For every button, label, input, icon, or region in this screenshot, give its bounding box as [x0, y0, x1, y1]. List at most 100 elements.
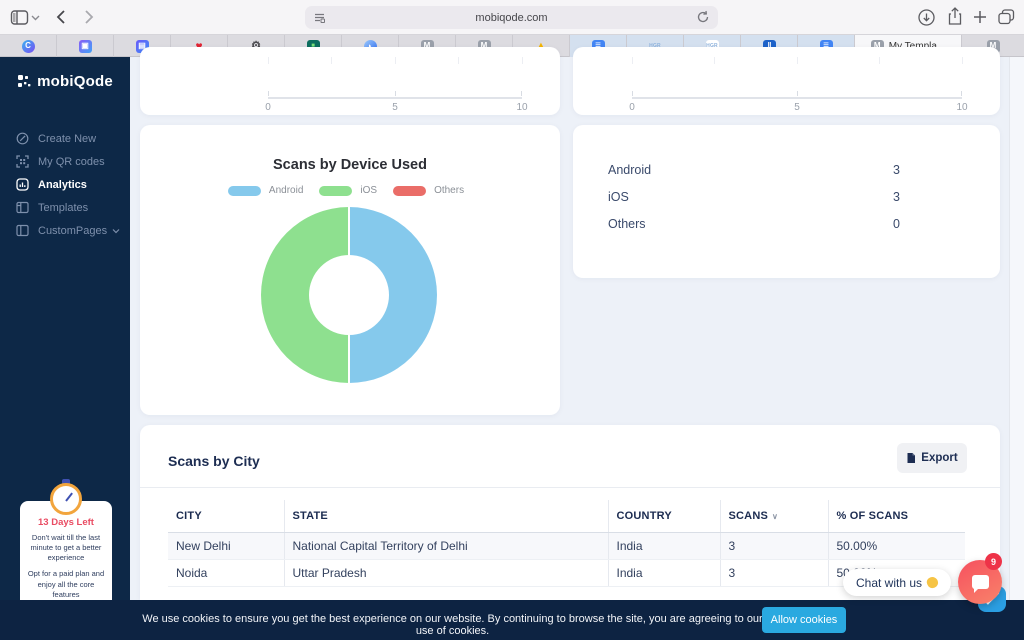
share-icon[interactable] — [946, 6, 964, 27]
legend-swatch-others — [393, 185, 427, 196]
cell-pct: 50.00% — [828, 532, 965, 560]
active-tab-title: My Templa... — [888, 40, 946, 52]
cell-city: New Delhi — [168, 532, 285, 560]
cell-scans: 3 — [720, 559, 829, 587]
col-header-pct[interactable]: % OF SCANS — [828, 500, 965, 533]
legend-swatch-android — [227, 185, 261, 196]
legend-swatch-ios — [319, 185, 353, 196]
x-axis — [632, 97, 962, 99]
export-label: Export — [921, 452, 958, 464]
legend-label-ios: iOS — [360, 185, 378, 196]
url-text: mobiqode.com — [475, 11, 548, 24]
pinned-tab-photos[interactable]: ▣ — [57, 35, 114, 57]
cell-scans: 3 — [720, 532, 829, 560]
promo-line-2: Opt for a paid plan and enjoy all the co… — [27, 569, 105, 599]
cell-city: Noida — [168, 559, 285, 587]
toolbar-chevron-down-icon[interactable] — [31, 14, 40, 21]
col-header-country[interactable]: COUNTRY — [608, 500, 721, 533]
tab-overview-icon[interactable] — [997, 8, 1015, 26]
downloads-icon[interactable] — [917, 8, 936, 27]
pinned-tab-clockify[interactable]: C — [0, 35, 57, 57]
cell-state: Uttar Pradesh — [284, 559, 609, 587]
promo-line-1: Don't wait till the last minute to get a… — [30, 533, 102, 563]
stat-value-ios: 3 — [893, 190, 900, 204]
sidebar-item-analytics[interactable]: Analytics — [16, 178, 122, 191]
sort-chevron-icon[interactable]: ∨ — [772, 511, 779, 521]
table-header-row: CITY STATE COUNTRY SCANS ∨ % OF SCANS — [168, 500, 965, 533]
stat-value-others: 0 — [893, 217, 900, 231]
forward-button[interactable] — [83, 9, 95, 25]
custompages-icon — [16, 224, 29, 237]
top-left-chart-card: 0 5 10 — [140, 47, 560, 115]
logo-text: mobiQode — [37, 73, 113, 90]
sidebar-item-label: My QR codes — [38, 155, 105, 168]
x-tick-10: 10 — [956, 102, 968, 113]
scans-by-device-card: Scans by Device Used Android iOS Others — [140, 125, 560, 415]
scrollbar-gutter[interactable] — [1009, 57, 1024, 600]
cookie-message: We use cookies to ensure you get the bes… — [142, 613, 763, 637]
create-new-icon — [16, 132, 29, 145]
reload-icon[interactable] — [696, 10, 710, 24]
sidebar-toggle-icon[interactable] — [10, 9, 29, 26]
reader-icon[interactable] — [313, 11, 326, 24]
divider — [140, 487, 1000, 488]
sidebar-item-custompages[interactable]: CustomPages — [16, 224, 122, 237]
stat-value-android: 3 — [893, 163, 900, 177]
scans-by-city-card: Scans by City Export CITY STATE COUNTRY … — [140, 425, 1000, 600]
url-bar[interactable]: mobiqode.com — [305, 6, 718, 29]
pinned-tab-drive[interactable]: ▲ — [513, 35, 570, 57]
device-stats-card: Android 3 iOS 3 Others 0 — [573, 125, 1000, 278]
trial-promo-card: 13 Days Left Don't wait till the last mi… — [20, 501, 112, 613]
photos-icon: ▣ — [78, 39, 92, 53]
scans-by-city-table: CITY STATE COUNTRY SCANS ∨ % OF SCANS New… — [168, 500, 965, 587]
sidebar-item-label: Analytics — [38, 178, 87, 191]
x-tick-5: 5 — [794, 102, 800, 113]
col-header-city[interactable]: CITY — [168, 500, 285, 533]
legend-label-android: Android — [268, 185, 304, 196]
chat-unread-badge: 9 — [985, 553, 1002, 570]
pinned-tab-gear[interactable]: ⚙ — [228, 35, 285, 57]
heart-icon: ♥ — [195, 39, 203, 53]
col-header-scans[interactable]: SCANS ∨ — [720, 500, 829, 533]
wave-hand-icon — [925, 575, 940, 590]
pinned-tab-heart[interactable]: ♥ — [171, 35, 228, 57]
templates-icon — [16, 201, 29, 214]
donut-hole — [309, 255, 389, 335]
chat-label: Chat with us — [855, 575, 923, 590]
back-button[interactable] — [55, 9, 67, 25]
sidebar-item-label: CustomPages — [38, 224, 108, 237]
app-sidebar: mobiQode Create New My QR codes Analytic… — [0, 57, 130, 613]
sidebar-item-label: Create New — [38, 132, 97, 145]
qr-codes-icon — [16, 155, 29, 168]
new-tab-icon[interactable] — [972, 9, 988, 25]
hgr-wordmark-icon: HGR — [649, 42, 661, 49]
x-tick-5: 5 — [392, 102, 398, 113]
clockify-icon: C — [21, 39, 35, 53]
legend-label-others: Others — [434, 185, 465, 196]
analytics-icon — [16, 178, 29, 191]
gear-icon: ⚙ — [251, 39, 261, 52]
qr-logo-icon — [18, 74, 31, 87]
col-header-state[interactable]: STATE — [284, 500, 609, 533]
x-axis — [268, 97, 522, 99]
chat-bubble-icon — [971, 575, 989, 593]
table-row: Noida Uttar Pradesh India 3 50.00% — [168, 559, 965, 587]
sidebar-item-label: Templates — [38, 201, 89, 214]
mobiqode-logo[interactable]: mobiQode — [0, 73, 130, 90]
cookie-banner: We use cookies to ensure you get the bes… — [0, 600, 1024, 640]
sidebar-item-templates[interactable]: Templates — [16, 201, 122, 214]
allow-cookies-button[interactable]: Allow cookies — [762, 607, 846, 633]
scans-by-city-title: Scans by City — [168, 453, 260, 469]
chat-with-us-pill[interactable]: Chat with us — [843, 569, 951, 596]
stat-label-android: Android — [608, 163, 652, 177]
cell-state: National Capital Territory of Delhi — [284, 532, 609, 560]
device-chart-legend: Android iOS Others — [140, 185, 560, 196]
sidebar-item-create-new[interactable]: Create New — [16, 132, 122, 145]
sidebar-item-my-qr-codes[interactable]: My QR codes — [16, 155, 122, 168]
x-tick-0: 0 — [629, 102, 635, 113]
x-tick-0: 0 — [265, 102, 271, 113]
export-button[interactable]: Export — [897, 443, 967, 473]
google-drive-icon: ▲ — [535, 39, 547, 52]
browser-toolbar: mobiqode.com — [0, 0, 1024, 35]
stopwatch-icon — [50, 479, 82, 515]
